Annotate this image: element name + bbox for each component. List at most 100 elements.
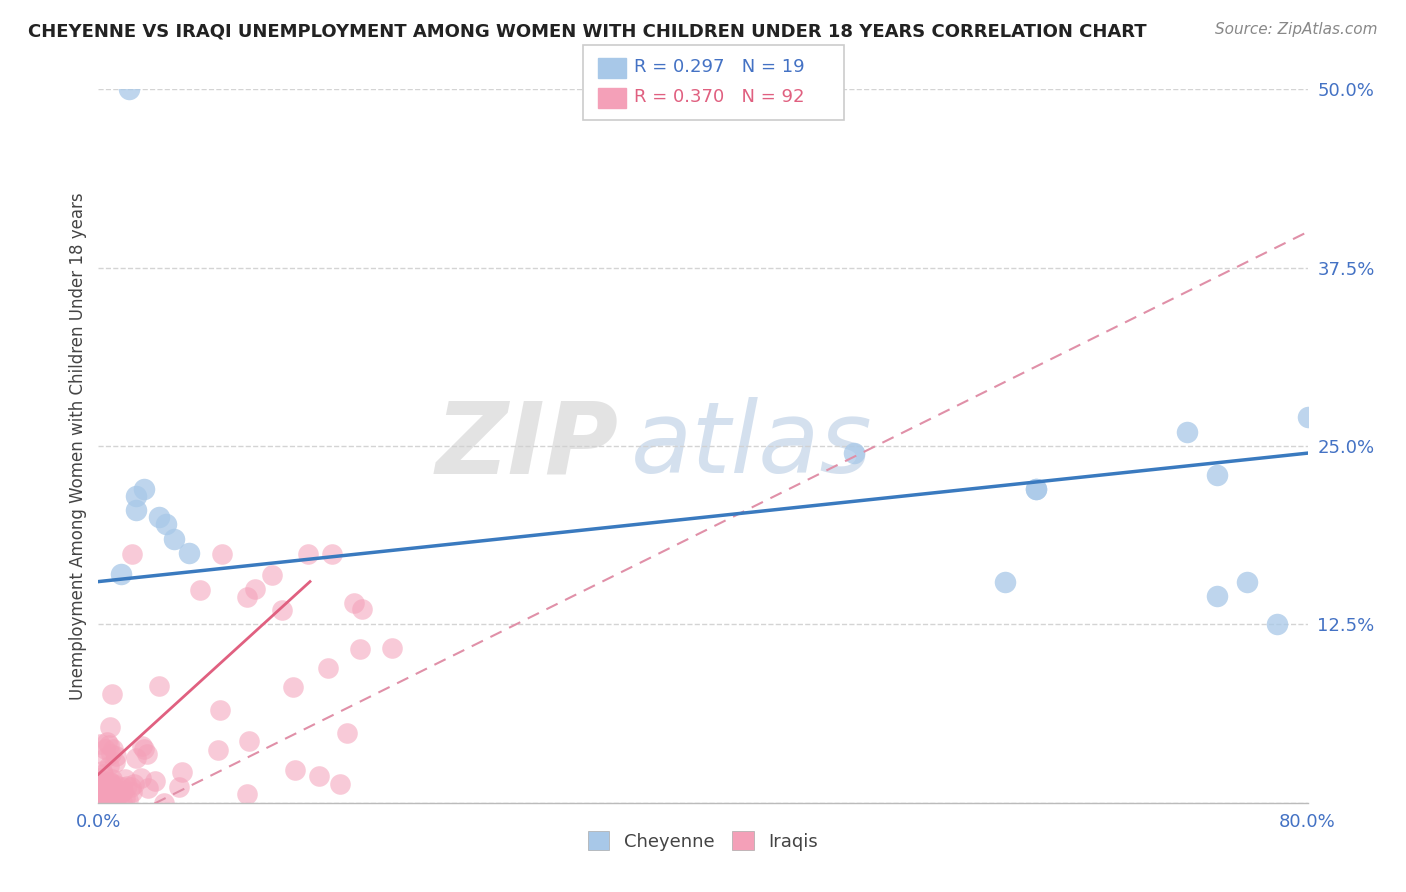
Point <box>121 785 143 799</box>
Point <box>96 735 118 749</box>
Point <box>89 776 111 790</box>
Text: R = 0.370   N = 92: R = 0.370 N = 92 <box>634 88 804 106</box>
Point <box>381 641 404 656</box>
Point <box>94 742 117 756</box>
Point <box>89 793 111 807</box>
Point <box>115 779 138 793</box>
Point <box>260 568 283 582</box>
Point <box>350 601 373 615</box>
Point <box>93 766 115 780</box>
Point <box>994 574 1017 589</box>
Text: Source: ZipAtlas.com: Source: ZipAtlas.com <box>1215 22 1378 37</box>
Point <box>179 546 201 560</box>
Point <box>316 660 339 674</box>
Point <box>844 446 866 460</box>
Point <box>170 764 193 779</box>
Point <box>343 596 366 610</box>
Point <box>131 739 153 753</box>
Point <box>167 780 190 794</box>
Point <box>211 547 233 561</box>
Point <box>93 793 115 807</box>
Point <box>132 482 155 496</box>
Point <box>101 790 124 805</box>
Point <box>111 796 134 810</box>
Point <box>91 788 114 802</box>
Point <box>89 776 111 790</box>
Point <box>129 771 152 785</box>
Point <box>283 764 305 778</box>
Point <box>94 783 117 797</box>
Point <box>321 548 343 562</box>
Point <box>104 755 127 769</box>
Point <box>1024 482 1046 496</box>
Point <box>236 590 259 604</box>
Point <box>90 764 112 778</box>
Point <box>148 510 170 524</box>
Text: ZIP: ZIP <box>436 398 619 494</box>
Point <box>97 758 120 772</box>
Text: CHEYENNE VS IRAQI UNEMPLOYMENT AMONG WOMEN WITH CHILDREN UNDER 18 YEARS CORRELAT: CHEYENNE VS IRAQI UNEMPLOYMENT AMONG WOM… <box>28 22 1147 40</box>
Point <box>101 772 124 787</box>
Point <box>110 786 132 800</box>
Point <box>93 793 115 807</box>
Point <box>96 750 118 764</box>
Point <box>94 790 117 805</box>
Point <box>207 742 229 756</box>
Point <box>118 82 141 96</box>
Point <box>1206 589 1229 603</box>
Point <box>208 703 231 717</box>
Point <box>110 780 132 795</box>
Point <box>89 789 111 803</box>
Point <box>104 778 127 792</box>
Point <box>90 780 112 795</box>
Point <box>90 794 112 808</box>
Point <box>101 784 124 798</box>
Point <box>103 796 125 810</box>
Point <box>336 726 359 740</box>
Point <box>235 787 257 801</box>
Point <box>148 679 170 693</box>
Point <box>100 687 122 701</box>
Point <box>122 777 145 791</box>
Point <box>1024 482 1046 496</box>
Point <box>112 784 135 798</box>
Point <box>125 503 148 517</box>
Point <box>132 741 155 756</box>
Point <box>121 547 143 561</box>
Point <box>135 747 157 761</box>
Point <box>117 793 139 807</box>
Point <box>90 783 112 797</box>
Point <box>329 777 352 791</box>
Point <box>243 582 266 596</box>
Point <box>1267 617 1289 632</box>
Point <box>349 642 371 657</box>
Point <box>270 603 292 617</box>
Point <box>98 775 121 789</box>
Point <box>89 737 111 751</box>
Point <box>188 583 211 598</box>
Point <box>1175 425 1198 439</box>
Point <box>297 547 319 561</box>
Point <box>1236 574 1258 589</box>
Point <box>125 489 148 503</box>
Point <box>155 517 177 532</box>
Legend: Cheyenne, Iraqis: Cheyenne, Iraqis <box>581 824 825 858</box>
Point <box>238 734 260 748</box>
Point <box>98 720 121 734</box>
Point <box>87 779 110 793</box>
Point <box>101 741 124 756</box>
Point <box>89 792 111 806</box>
Point <box>100 747 122 761</box>
Point <box>97 738 120 752</box>
Point <box>163 532 186 546</box>
Point <box>114 772 136 786</box>
Point <box>96 793 118 807</box>
Point <box>281 680 304 694</box>
Point <box>110 567 132 582</box>
Point <box>87 771 110 785</box>
Point <box>153 796 176 810</box>
Point <box>120 780 142 795</box>
Y-axis label: Unemployment Among Women with Children Under 18 years: Unemployment Among Women with Children U… <box>69 192 87 700</box>
Point <box>125 751 148 765</box>
Point <box>97 794 120 808</box>
